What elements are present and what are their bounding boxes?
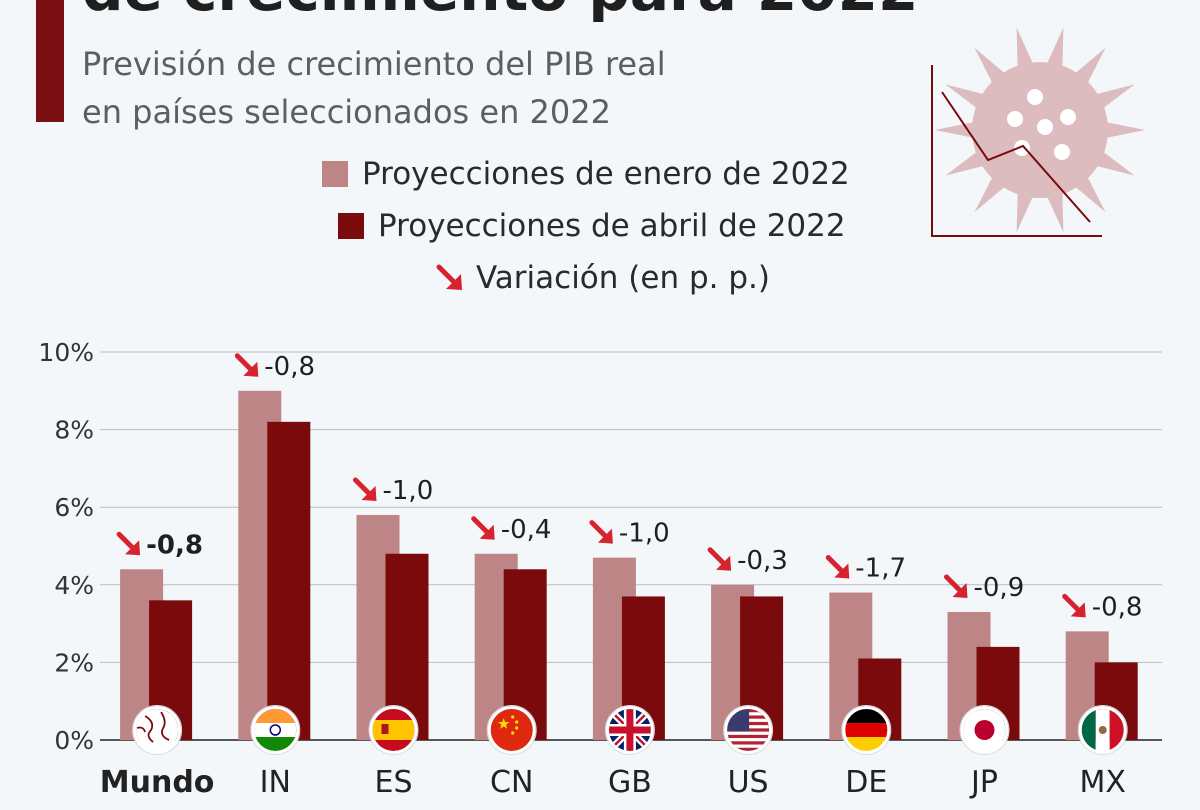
variation-label: -1,0 <box>619 519 670 549</box>
chart-title: de crecimiento para 2022 <box>82 0 918 24</box>
variation-label: -0,4 <box>501 515 552 545</box>
bars: -0,8 -0,8 -1,0 -0,4 -1,0 -0,3 -1,7 -0,9 -0,8 <box>116 352 1143 740</box>
arrow-down-right-icon <box>825 555 850 579</box>
subtitle-line-1: Previsión de crecimiento del PIB real <box>82 45 666 83</box>
variation-label: -0,3 <box>737 546 788 576</box>
india-flag-icon <box>250 705 301 755</box>
us-flag-icon <box>723 705 774 755</box>
y-tick-label: 8% <box>54 416 94 445</box>
category-label-DE: DE <box>845 765 887 800</box>
arrow-down-right-icon <box>436 264 462 290</box>
legend-item-january: Proyecciones de enero de 2022 <box>322 156 850 192</box>
legend-swatch-april <box>338 213 364 239</box>
y-tick-label: 0% <box>54 726 94 755</box>
variation-label: -1,7 <box>855 554 906 584</box>
subtitle-line-2: en países seleccionados en 2022 <box>82 93 611 131</box>
arrow-down-right-icon <box>1062 593 1086 618</box>
category-label-MX: MX <box>1079 765 1125 800</box>
category-label-US: US <box>728 765 769 800</box>
arrow-down-right-icon <box>707 547 732 571</box>
y-tick-label: 10% <box>38 338 94 367</box>
category-label-Mundo: Mundo <box>100 765 215 800</box>
title-accent-bar <box>36 0 64 122</box>
mexico-flag-icon <box>1077 705 1128 755</box>
chart-subtitle: Previsión de crecimiento del PIB real en… <box>82 40 842 136</box>
variation-label: -0,8 <box>264 352 315 382</box>
variation-label: -0,8 <box>1092 592 1143 622</box>
category-label-ES: ES <box>375 765 413 800</box>
illustration-axes <box>931 65 1102 237</box>
legend-item-variation: Variación (en p. p.) <box>434 260 770 296</box>
arrow-down-right-icon <box>471 516 495 540</box>
variation-label: -1,0 <box>383 476 434 506</box>
germany-flag-icon <box>841 705 892 755</box>
illustration-decline-line <box>941 91 1091 223</box>
y-tick-label: 4% <box>54 571 94 600</box>
arrow-down-right-icon <box>353 477 377 501</box>
legend-item-april: Proyecciones de abril de 2022 <box>338 208 846 244</box>
category-label-GB: GB <box>608 765 652 800</box>
virus-decline-chart-icon <box>931 27 1145 237</box>
category-labels: Mundo IN ES CN GB US DE JP MX <box>100 705 1128 800</box>
y-tick-label: 6% <box>54 493 94 522</box>
category-label-CN: CN <box>490 765 533 800</box>
legend-swatch-january <box>322 161 348 187</box>
category-label-IN: IN <box>260 765 291 800</box>
y-tick-label: 2% <box>54 648 94 677</box>
variation-label: -0,8 <box>146 530 203 560</box>
variation-label: -0,9 <box>974 573 1025 603</box>
arrow-down-right-icon <box>944 574 968 598</box>
japan-flag-icon <box>959 705 1010 755</box>
virus-icon <box>935 27 1145 233</box>
category-label-JP: JP <box>969 765 998 800</box>
arrow-down-right-icon <box>234 353 259 377</box>
arrow-down-right-icon <box>116 531 141 556</box>
globe-icon <box>132 705 183 755</box>
bar-april-IN <box>267 421 311 740</box>
legend-label-april: Proyecciones de abril de 2022 <box>378 208 846 244</box>
china-flag-icon <box>486 705 537 755</box>
arrow-down-right-icon <box>589 520 613 544</box>
legend-label-variation: Variación (en p. p.) <box>476 260 770 296</box>
uk-flag-icon <box>604 705 655 755</box>
spain-flag-icon <box>368 705 419 755</box>
legend-label-january: Proyecciones de enero de 2022 <box>362 156 850 192</box>
